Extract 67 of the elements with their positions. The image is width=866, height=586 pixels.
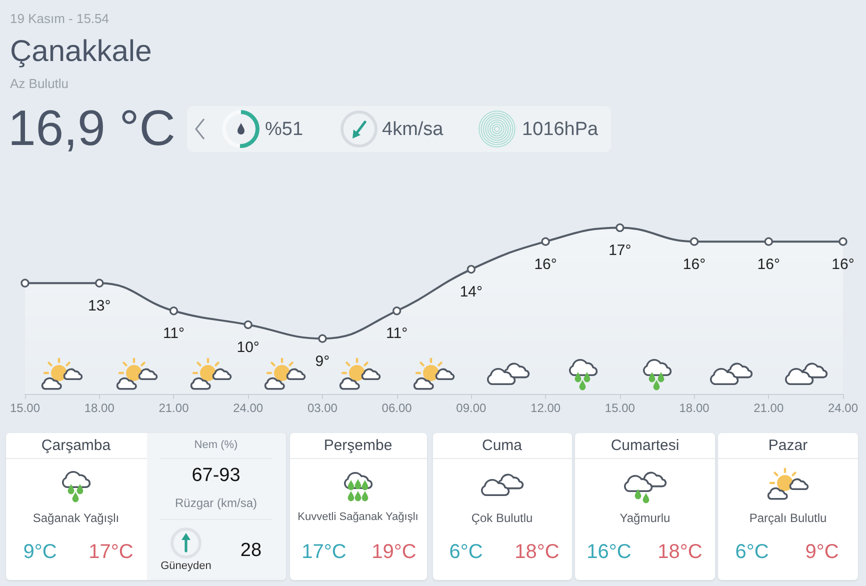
data-label: 16° (534, 256, 557, 273)
text: Sağanak Yağışlı (32, 510, 120, 525)
text: 16,9 °C (8, 99, 176, 158)
data-label: 16° (832, 256, 854, 273)
data-label: 11° (162, 325, 185, 342)
text: 4km/sa (382, 118, 444, 141)
x-tick-label: 15.00 (604, 401, 636, 415)
text: 19°C (372, 540, 416, 564)
text: 18°C (514, 540, 560, 564)
text: Parçalı Bulutlu (749, 510, 827, 525)
point (690, 237, 699, 246)
point (318, 334, 327, 343)
data-label: 11° (386, 325, 408, 342)
text: %51 (265, 118, 304, 141)
text: 9°C (805, 540, 839, 564)
point (244, 320, 252, 330)
x-tick-label: 15.00 (10, 401, 40, 415)
annotation: Cuma (482, 437, 522, 455)
text: 17°C (302, 540, 346, 564)
annotation: Perşembe (324, 437, 392, 455)
text: Güneyden (160, 560, 212, 574)
text: 1016hPa (522, 118, 598, 141)
text: 9°C (23, 540, 57, 564)
data-label: 13° (88, 297, 111, 314)
point (764, 237, 773, 246)
x-tick-label: 09.00 (456, 401, 487, 415)
point (95, 278, 104, 288)
x-tick-label: 24.00 (233, 401, 264, 415)
text: 19 Kasım - 15.54 (10, 11, 109, 28)
text: 6°C (735, 540, 769, 564)
text: 16°C (586, 540, 632, 564)
point (616, 223, 624, 232)
annotation: Nem (%) (194, 439, 238, 452)
x-tick-label: 21.00 (754, 401, 784, 415)
point (20, 278, 30, 288)
chart-title: Çanakkale (10, 34, 152, 70)
point (541, 237, 550, 246)
text: 28 (240, 538, 262, 562)
text: 18°C (658, 540, 702, 564)
text: Çok Bulutlu (471, 510, 533, 525)
data-label: 16° (757, 256, 780, 273)
data-label: 9° (315, 352, 330, 370)
text: 17°C (88, 540, 134, 564)
x-tick-label: 24.00 (828, 401, 858, 415)
x-tick-label: 06.00 (382, 401, 412, 415)
text: Rüzgar (km/sa) (174, 496, 258, 510)
data-label: 17° (608, 242, 632, 260)
x-tick-label: 18.00 (84, 401, 115, 415)
point (392, 306, 402, 316)
text: 6°C (449, 540, 483, 564)
text: Kuvvetli Sağanak Yağışlı (298, 511, 418, 524)
x-tick-label: 12.00 (530, 401, 561, 415)
point (838, 237, 848, 246)
annotation: Cumartesi (610, 437, 680, 455)
data-label: 14° (460, 284, 483, 301)
point (169, 306, 178, 316)
annotation: Çarşamba (41, 437, 111, 455)
x-tick-label: 03.00 (307, 401, 338, 415)
data-label: 10° (236, 339, 260, 356)
annotation: Pazar (768, 437, 808, 455)
x-tick-label: 18.00 (679, 401, 710, 415)
point (466, 264, 476, 274)
x-tick-label: 21.00 (158, 401, 190, 415)
data-label: 16° (682, 256, 706, 273)
chart-subtitle: Az Bulutlu (10, 76, 69, 92)
text: 67-93 (192, 464, 240, 487)
text: Yağmurlu (620, 510, 670, 525)
